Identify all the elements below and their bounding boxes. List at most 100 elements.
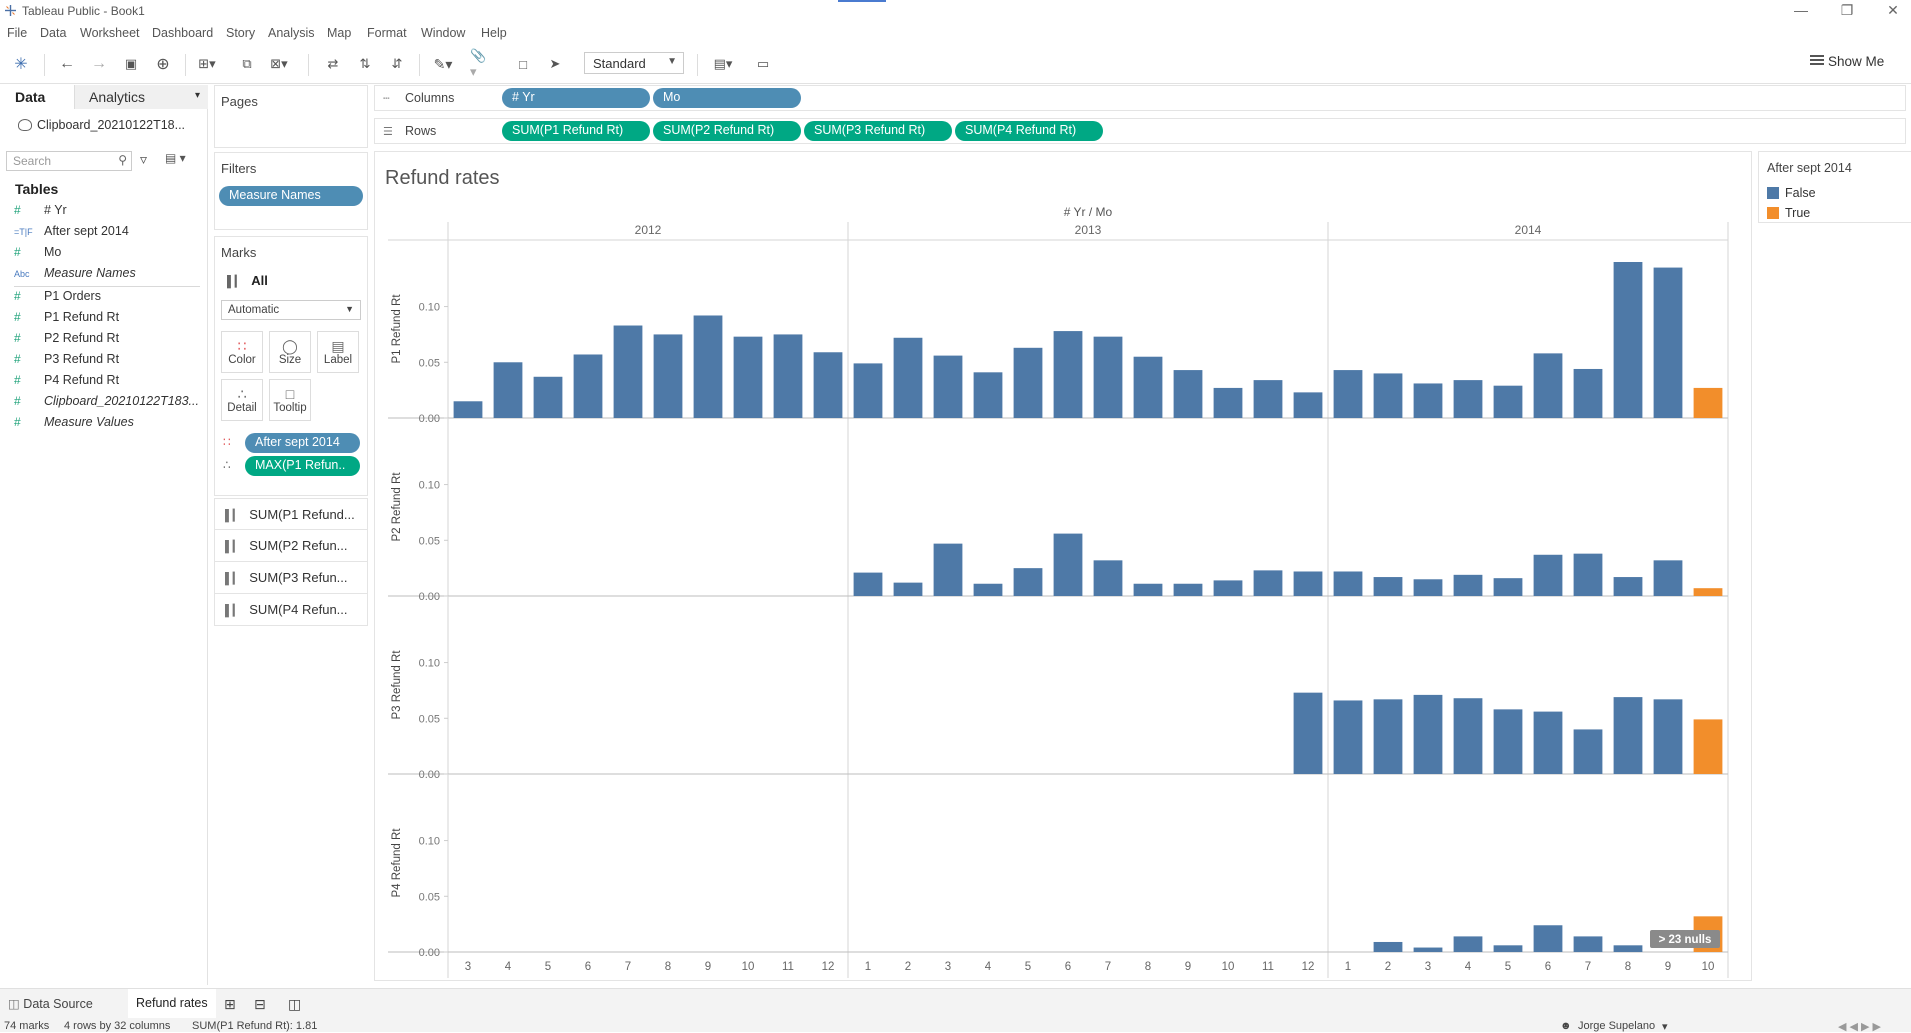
menu-map[interactable]: Map — [327, 26, 352, 40]
color-field-pill[interactable]: After sept 2014 — [245, 433, 360, 453]
field-p1-refund-rt[interactable]: # P1 Refund Rt — [14, 310, 119, 330]
show-cards-icon[interactable]: ▤▾ — [713, 56, 733, 71]
worksheet-view[interactable] — [374, 151, 1752, 981]
field-measure-names[interactable]: Abc Measure Names — [14, 266, 136, 286]
field-after-sept-2014[interactable]: =T|F After sept 2014 — [14, 224, 129, 244]
data-source-item[interactable]: Clipboard_20210122T18... — [18, 118, 185, 132]
field-p1-orders[interactable]: # P1 Orders — [14, 289, 101, 309]
rows-pill-p1[interactable]: SUM(P1 Refund Rt) — [502, 121, 650, 141]
x-tick-label: 6 — [1065, 961, 1071, 973]
clear-sheet-icon[interactable]: ⊠▾ — [270, 56, 288, 71]
field-p4-refund-rt[interactable]: # P4 Refund Rt — [14, 373, 119, 393]
menu-dashboard[interactable]: Dashboard — [152, 26, 214, 40]
filters-card[interactable]: Filters Measure Names — [214, 152, 368, 230]
menu-story[interactable]: Story — [226, 26, 256, 40]
toolbar-separator — [308, 54, 309, 76]
rows-pill-p4[interactable]: SUM(P4 Refund Rt) — [955, 121, 1103, 141]
x-tick-label: 3 — [1425, 961, 1431, 973]
presentation-mode-icon[interactable]: ▭ — [756, 56, 770, 71]
filter-icon[interactable]: ▿ — [140, 151, 148, 167]
tab-data-source[interactable]: ◫ Data Source — [8, 989, 123, 1019]
redo-icon[interactable]: → — [91, 55, 107, 72]
chevron-down-icon[interactable]: ▾ — [1662, 1021, 1668, 1033]
close-icon[interactable]: ✕ — [1887, 2, 1899, 18]
marks-all-tab[interactable]: ▌▎ All — [227, 273, 268, 288]
columns-shelf[interactable]: ┄ Columns # Yr Mo — [374, 85, 1906, 111]
label-button-label: Label — [323, 354, 353, 366]
search-input[interactable]: Search ⚲ — [6, 151, 132, 171]
new-worksheet-icon[interactable]: ⊞▾ — [198, 56, 216, 71]
tab-refund-rates[interactable]: Refund rates — [128, 989, 216, 1019]
bar — [1453, 698, 1483, 774]
menu-format[interactable]: Format — [367, 26, 407, 40]
label-button[interactable]: ▤ Label — [317, 331, 359, 373]
menu-help[interactable]: Help — [481, 26, 507, 40]
show-me-button[interactable]: Show Me — [1810, 54, 1884, 69]
new-worksheet-icon[interactable]: ⊞ — [224, 996, 236, 1012]
field-name: Measure Values — [44, 415, 134, 429]
menu-data[interactable]: Data — [40, 26, 67, 40]
rows-pill-p2[interactable]: SUM(P2 Refund Rt) — [653, 121, 801, 141]
highlight-icon[interactable]: ✎▾ — [433, 55, 453, 72]
tableau-home-icon[interactable]: ✳ — [14, 56, 28, 73]
refund-rates-chart[interactable]: # Yr / Mo 2012 2013 2014 0.00 0.05 0.10 P1 Refu… — [380, 200, 1740, 980]
filter-pill-measure-names[interactable]: Measure Names — [219, 186, 363, 206]
x-tick-label: 1 — [865, 961, 871, 973]
menu-file[interactable]: File — [7, 26, 28, 40]
bar — [1373, 577, 1403, 596]
rows-shelf-label: ☰ Rows — [383, 124, 436, 138]
pages-card[interactable]: Pages — [214, 85, 368, 148]
rows-pill-p3[interactable]: SUM(P3 Refund Rt) — [804, 121, 952, 141]
group-members-icon[interactable]: 📎▾ — [470, 48, 487, 79]
bar — [1453, 380, 1483, 418]
detail-button[interactable]: ∴ Detail — [221, 379, 263, 421]
field-yr[interactable]: # # Yr — [14, 203, 67, 223]
undo-icon[interactable]: ← — [59, 55, 75, 72]
view-options-icon[interactable]: ▤ ▾ — [165, 151, 186, 165]
field-measure-values[interactable]: # Measure Values — [14, 415, 134, 435]
sort-descending-icon[interactable]: ⇵ — [391, 56, 403, 71]
fix-axes-icon[interactable]: ➤ — [549, 56, 561, 71]
new-dashboard-icon[interactable]: ⊟ — [254, 996, 266, 1012]
marks-card: Marks ▌▎ All Automatic ▼ ∷ Color ◯ Size ▤ Lab… — [214, 236, 368, 496]
user-name[interactable]: Jorge Supelano — [1578, 1020, 1656, 1032]
marks-card-p2[interactable]: ▌▎ SUM(P2 Refun... — [214, 530, 368, 562]
field-mo[interactable]: # Mo — [14, 245, 61, 265]
swap-rows-columns-icon[interactable]: ⇄ — [327, 56, 339, 71]
restore-icon[interactable]: ❐ — [1840, 2, 1854, 18]
menu-analysis[interactable]: Analysis — [268, 26, 315, 40]
marks-card-p1[interactable]: ▌▎ SUM(P1 Refund... — [214, 498, 368, 530]
size-button[interactable]: ◯ Size — [269, 331, 311, 373]
fit-dropdown[interactable]: Standard ▼ — [584, 52, 684, 74]
show-mark-labels-icon[interactable]: □ — [519, 56, 527, 72]
new-data-source-icon[interactable]: ⊕ — [156, 56, 170, 73]
minimize-icon[interactable]: — — [1794, 2, 1808, 18]
field-p2-refund-rt[interactable]: # P2 Refund Rt — [14, 331, 119, 351]
color-legend[interactable]: After sept 2014 False True — [1758, 151, 1911, 223]
y-tick-label: 0.05 — [419, 357, 440, 369]
mark-type-dropdown[interactable]: Automatic ▼ — [221, 300, 361, 320]
columns-pill-mo[interactable]: Mo — [653, 88, 801, 108]
marks-card-p4[interactable]: ▌▎ SUM(P4 Refun... — [214, 594, 368, 626]
field-record-count[interactable]: # Clipboard_20210122T183... — [14, 394, 199, 414]
detail-field-pill[interactable]: MAX(P1 Refun.. — [245, 456, 360, 476]
legend-item-false[interactable]: False — [1767, 186, 1816, 200]
menu-worksheet[interactable]: Worksheet — [80, 26, 140, 40]
rows-shelf[interactable]: ☰ Rows SUM(P1 Refund Rt) SUM(P2 Refund Rt… — [374, 118, 1906, 144]
y-tick-label: 0.10 — [419, 302, 440, 314]
sort-ascending-icon[interactable]: ⇅ — [359, 56, 371, 71]
sheet-nav-icon[interactable]: ◀ ◀ ▶ ▶ — [1838, 1021, 1882, 1033]
legend-item-true[interactable]: True — [1767, 206, 1810, 220]
columns-pill-yr[interactable]: # Yr — [502, 88, 650, 108]
new-story-icon[interactable]: ◫ — [288, 996, 302, 1012]
tab-analytics[interactable]: Analytics ▾ — [74, 85, 208, 109]
marks-card-p3[interactable]: ▌▎ SUM(P3 Refun... — [214, 562, 368, 594]
save-icon[interactable]: ▣ — [124, 56, 138, 71]
tooltip-button[interactable]: □ Tooltip — [269, 379, 311, 421]
bar — [1613, 945, 1643, 952]
tab-data[interactable]: Data — [0, 85, 74, 109]
field-p3-refund-rt[interactable]: # P3 Refund Rt — [14, 352, 119, 372]
color-button[interactable]: ∷ Color — [221, 331, 263, 373]
menu-window[interactable]: Window — [421, 26, 466, 40]
duplicate-sheet-icon[interactable]: ⧉ — [242, 56, 252, 71]
